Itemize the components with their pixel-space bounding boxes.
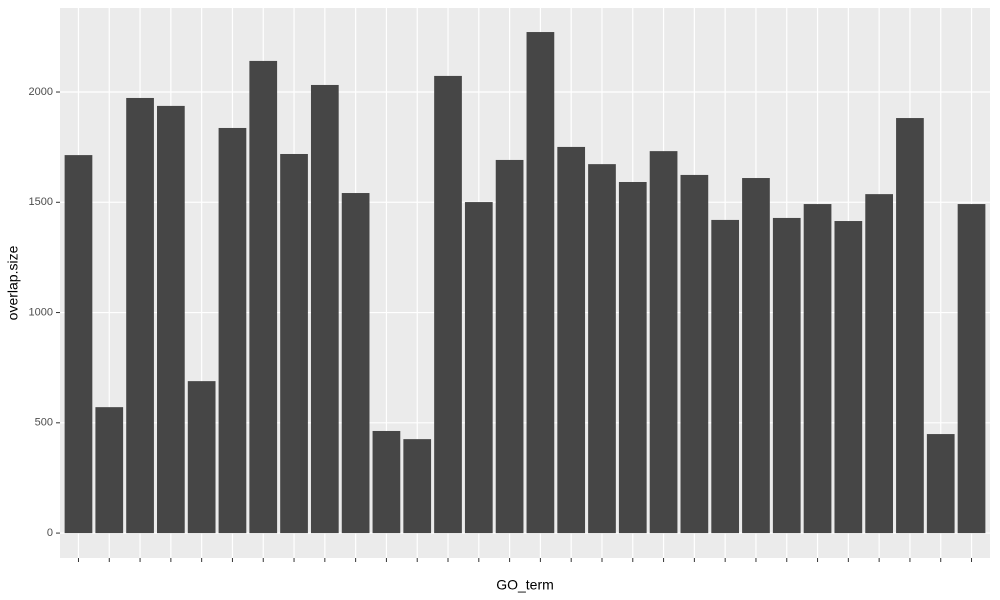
bar [310, 84, 339, 534]
y-tick-label: 500 [35, 417, 53, 429]
y-tick-label: 1000 [29, 306, 53, 318]
y-tick-label: 1500 [29, 196, 53, 208]
bar [865, 194, 893, 534]
bar [157, 105, 185, 534]
y-axis-title: overlap.size [5, 245, 21, 320]
bar [464, 202, 493, 534]
bar [680, 174, 709, 534]
bar [649, 151, 678, 534]
bar [896, 118, 924, 534]
bar [341, 193, 370, 534]
bar [372, 430, 401, 534]
bar [218, 127, 247, 534]
bar [618, 181, 647, 534]
bar [249, 60, 278, 534]
bar [711, 219, 740, 534]
y-tick-label: 0 [47, 527, 53, 539]
bar [495, 159, 524, 534]
bar [742, 178, 770, 534]
bar [434, 75, 462, 534]
bar [803, 204, 832, 534]
bar [772, 217, 801, 534]
bar [926, 434, 955, 534]
bar [526, 32, 555, 534]
y-tick-label: 2000 [29, 86, 53, 98]
bar [957, 204, 986, 534]
x-axis-title: GO_term [496, 577, 554, 593]
bar [126, 97, 154, 534]
bar [557, 146, 586, 534]
bar [64, 155, 93, 534]
bar [187, 381, 216, 534]
bar [95, 407, 124, 534]
bar [588, 164, 616, 534]
bar [403, 439, 432, 534]
bar [280, 153, 308, 534]
bar [834, 221, 863, 534]
